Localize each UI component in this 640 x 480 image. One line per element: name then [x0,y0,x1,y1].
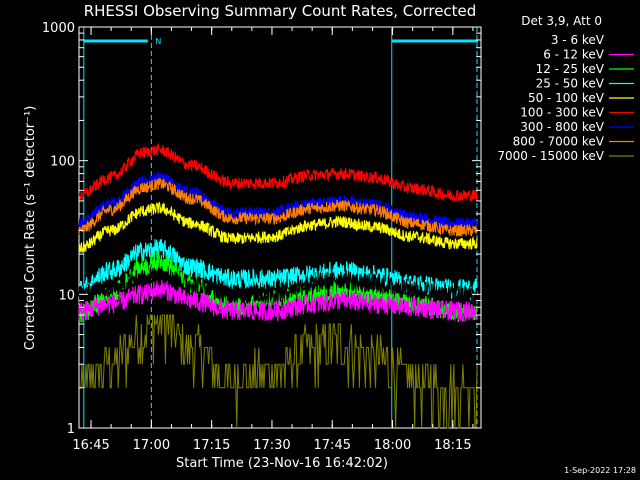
series-line-6 [78,142,478,203]
y-tick-label: 1000 [42,21,75,36]
x-tick-label: 18:00 [374,438,411,453]
x-tick-label: 16:45 [72,438,109,453]
x-axis-label: Start Time (23-Nov-16 16:42:02) [176,456,388,471]
x-tick-label: 18:15 [434,438,471,453]
legend-label: 800 - 7000 keV [513,135,605,149]
series-line-5 [78,201,478,253]
series-line-9 [79,314,478,429]
y-tick-label: 1 [67,422,75,437]
legend-label: 7000 - 15000 keV [497,149,604,163]
y-tick-label: 10 [58,288,75,303]
y-tick-label: 100 [50,155,75,170]
legend-label: 25 - 50 keV [536,77,605,91]
series-line-2 [78,279,478,322]
legend-label: 3 - 6 keV [551,33,605,47]
legend-label: 100 - 300 keV [520,106,604,120]
x-tick-label: 17:15 [193,438,230,453]
series-line-8 [78,177,478,238]
night-marker-label: N [155,37,161,46]
series-line-4 [78,238,478,301]
legend-label: 300 - 800 keV [520,120,604,134]
legend-label: 50 - 100 keV [528,91,605,105]
x-tick-label: 17:45 [314,438,351,453]
legend-header: Det 3,9, Att 0 [521,14,602,28]
chart-title: RHESSI Observing Summary Count Rates, Co… [84,2,477,20]
y-axis-label: Corrected Count Rate (s⁻¹ detector⁻¹) [23,106,38,351]
legend-label: 12 - 25 keV [536,62,605,76]
x-tick-label: 17:00 [133,438,170,453]
date-stamp: 1-Sep-2022 17:28 [564,466,636,475]
legend-label: 6 - 12 keV [543,48,605,62]
x-tick-label: 17:30 [253,438,290,453]
